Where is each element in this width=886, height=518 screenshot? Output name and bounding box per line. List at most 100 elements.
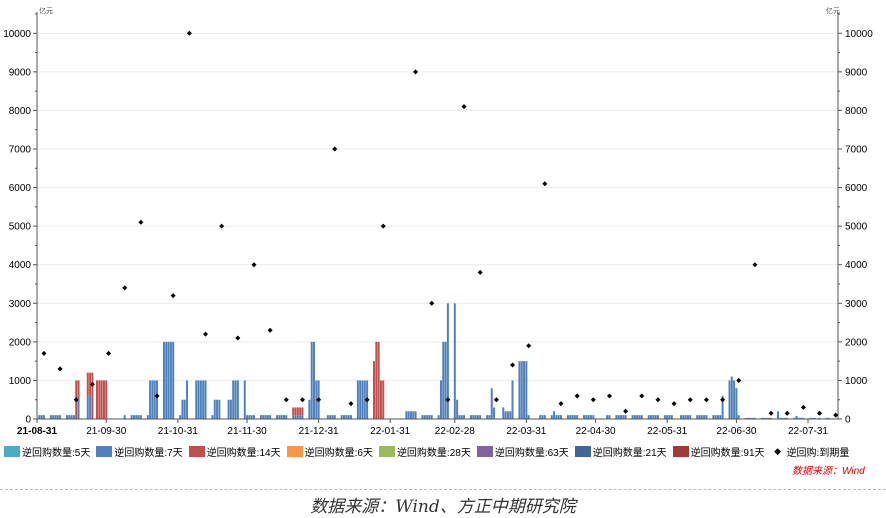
bar-7d [749, 417, 752, 419]
bar-14d [375, 341, 378, 419]
bar-7d [703, 415, 706, 419]
maturity-point [299, 397, 305, 403]
bar-7d [511, 380, 514, 419]
bar-7d [615, 415, 618, 419]
bar-7d [783, 417, 786, 419]
maturity-point [380, 223, 386, 229]
bar-7d [56, 415, 59, 419]
maturity-point [752, 262, 758, 268]
bar-14d [100, 380, 103, 419]
bar-7d [409, 411, 412, 419]
bar-7d [276, 415, 279, 419]
bar-7d [606, 415, 609, 419]
bar-7d [666, 415, 669, 419]
bar-7d [211, 415, 214, 419]
bar-7d [167, 341, 170, 419]
x-tick-label: 22-07-31 [788, 426, 828, 437]
bar-7d [622, 415, 625, 419]
bar-7d [776, 411, 779, 419]
bar-7d [793, 417, 796, 419]
bar-7d [202, 380, 205, 419]
y-tick-label: 10000 [3, 29, 31, 40]
bar-7d [543, 415, 546, 419]
legend-label: 逆回购数量:5天 [22, 448, 91, 459]
bar-7d [559, 415, 562, 419]
bar-7d [541, 415, 544, 419]
bar-7d [236, 380, 239, 419]
bar-7d [797, 417, 800, 419]
maturity-point [526, 343, 532, 349]
bar-7d [680, 415, 683, 419]
bar-14d [294, 407, 297, 416]
bar-7d [569, 415, 572, 419]
bar-7d [246, 415, 249, 419]
bar-7d [428, 415, 431, 419]
y-tick-label-right: 4000 [845, 260, 868, 271]
bar-7d [460, 415, 463, 419]
bar-7d [349, 415, 352, 419]
bar-7d [553, 411, 556, 419]
bar-7d [179, 415, 182, 419]
maturity-point [283, 397, 289, 403]
maturity-point [73, 397, 79, 403]
legend-item-14d: 逆回购数量:14天 [188, 444, 281, 459]
bar-7d [259, 415, 262, 419]
legend-label: 逆回购数量:63天 [494, 448, 569, 459]
maturity-point [736, 377, 742, 383]
legend-item-91d: 逆回购数量:91天 [672, 444, 765, 459]
legend-swatch [4, 446, 20, 457]
bar-7d [650, 415, 653, 419]
y-tick-label: 0 [25, 415, 31, 426]
bar-7d [269, 415, 272, 419]
legend-label: 逆回购数量:21天 [592, 448, 667, 459]
legend-item-5d: 逆回购数量:5天 [4, 444, 90, 459]
bar-14d [382, 380, 385, 419]
bar-7d [123, 415, 126, 419]
bar-7d [608, 415, 611, 419]
bar-7d [795, 415, 798, 419]
bar-7d [686, 415, 689, 419]
bar-14d [102, 380, 105, 419]
legend-item-7d: 逆回购数量:7天 [96, 444, 183, 459]
x-tick-label: 21-10-31 [158, 426, 198, 437]
bar-7d [760, 417, 763, 419]
bar-7d [162, 341, 165, 419]
maturity-point [510, 362, 516, 368]
bar-7d [527, 415, 530, 419]
bar-7d [446, 303, 449, 419]
maturity-point [687, 397, 693, 403]
bar-7d [479, 415, 482, 419]
y-tick-label-right: 7000 [845, 145, 868, 156]
bar-7d [617, 415, 620, 419]
maturity-point [655, 397, 661, 403]
bar-14d [377, 341, 380, 419]
y-tick-label-right: 2000 [845, 337, 868, 348]
bar-7d [585, 415, 588, 419]
bar-7d [716, 415, 719, 419]
bar-7d [696, 415, 699, 419]
bar-7d [308, 399, 311, 419]
bar-7d [139, 415, 142, 419]
bar-7d [587, 415, 590, 419]
maturity-point [477, 269, 483, 275]
bar-7d [345, 415, 348, 419]
maturity-point [558, 401, 564, 407]
bar-7d [426, 415, 429, 419]
bar-7d [407, 411, 410, 419]
bar-7d [430, 415, 433, 419]
bar-7d [813, 417, 816, 419]
maturity-point [219, 223, 225, 229]
bar-7d [151, 380, 154, 419]
bar-14d [373, 361, 376, 419]
y-tick-label-right: 10000 [845, 29, 873, 40]
y-tick-label-right: 6000 [845, 183, 868, 194]
y-tick-label: 5000 [9, 222, 32, 233]
maturity-point [41, 350, 47, 356]
maturity-point [235, 335, 241, 341]
bar-7d [753, 417, 756, 419]
bar-7d [728, 380, 731, 419]
bar-7d [135, 415, 138, 419]
bar-7d [566, 415, 569, 419]
bar-7d [636, 415, 639, 419]
bar-7d [227, 399, 230, 419]
